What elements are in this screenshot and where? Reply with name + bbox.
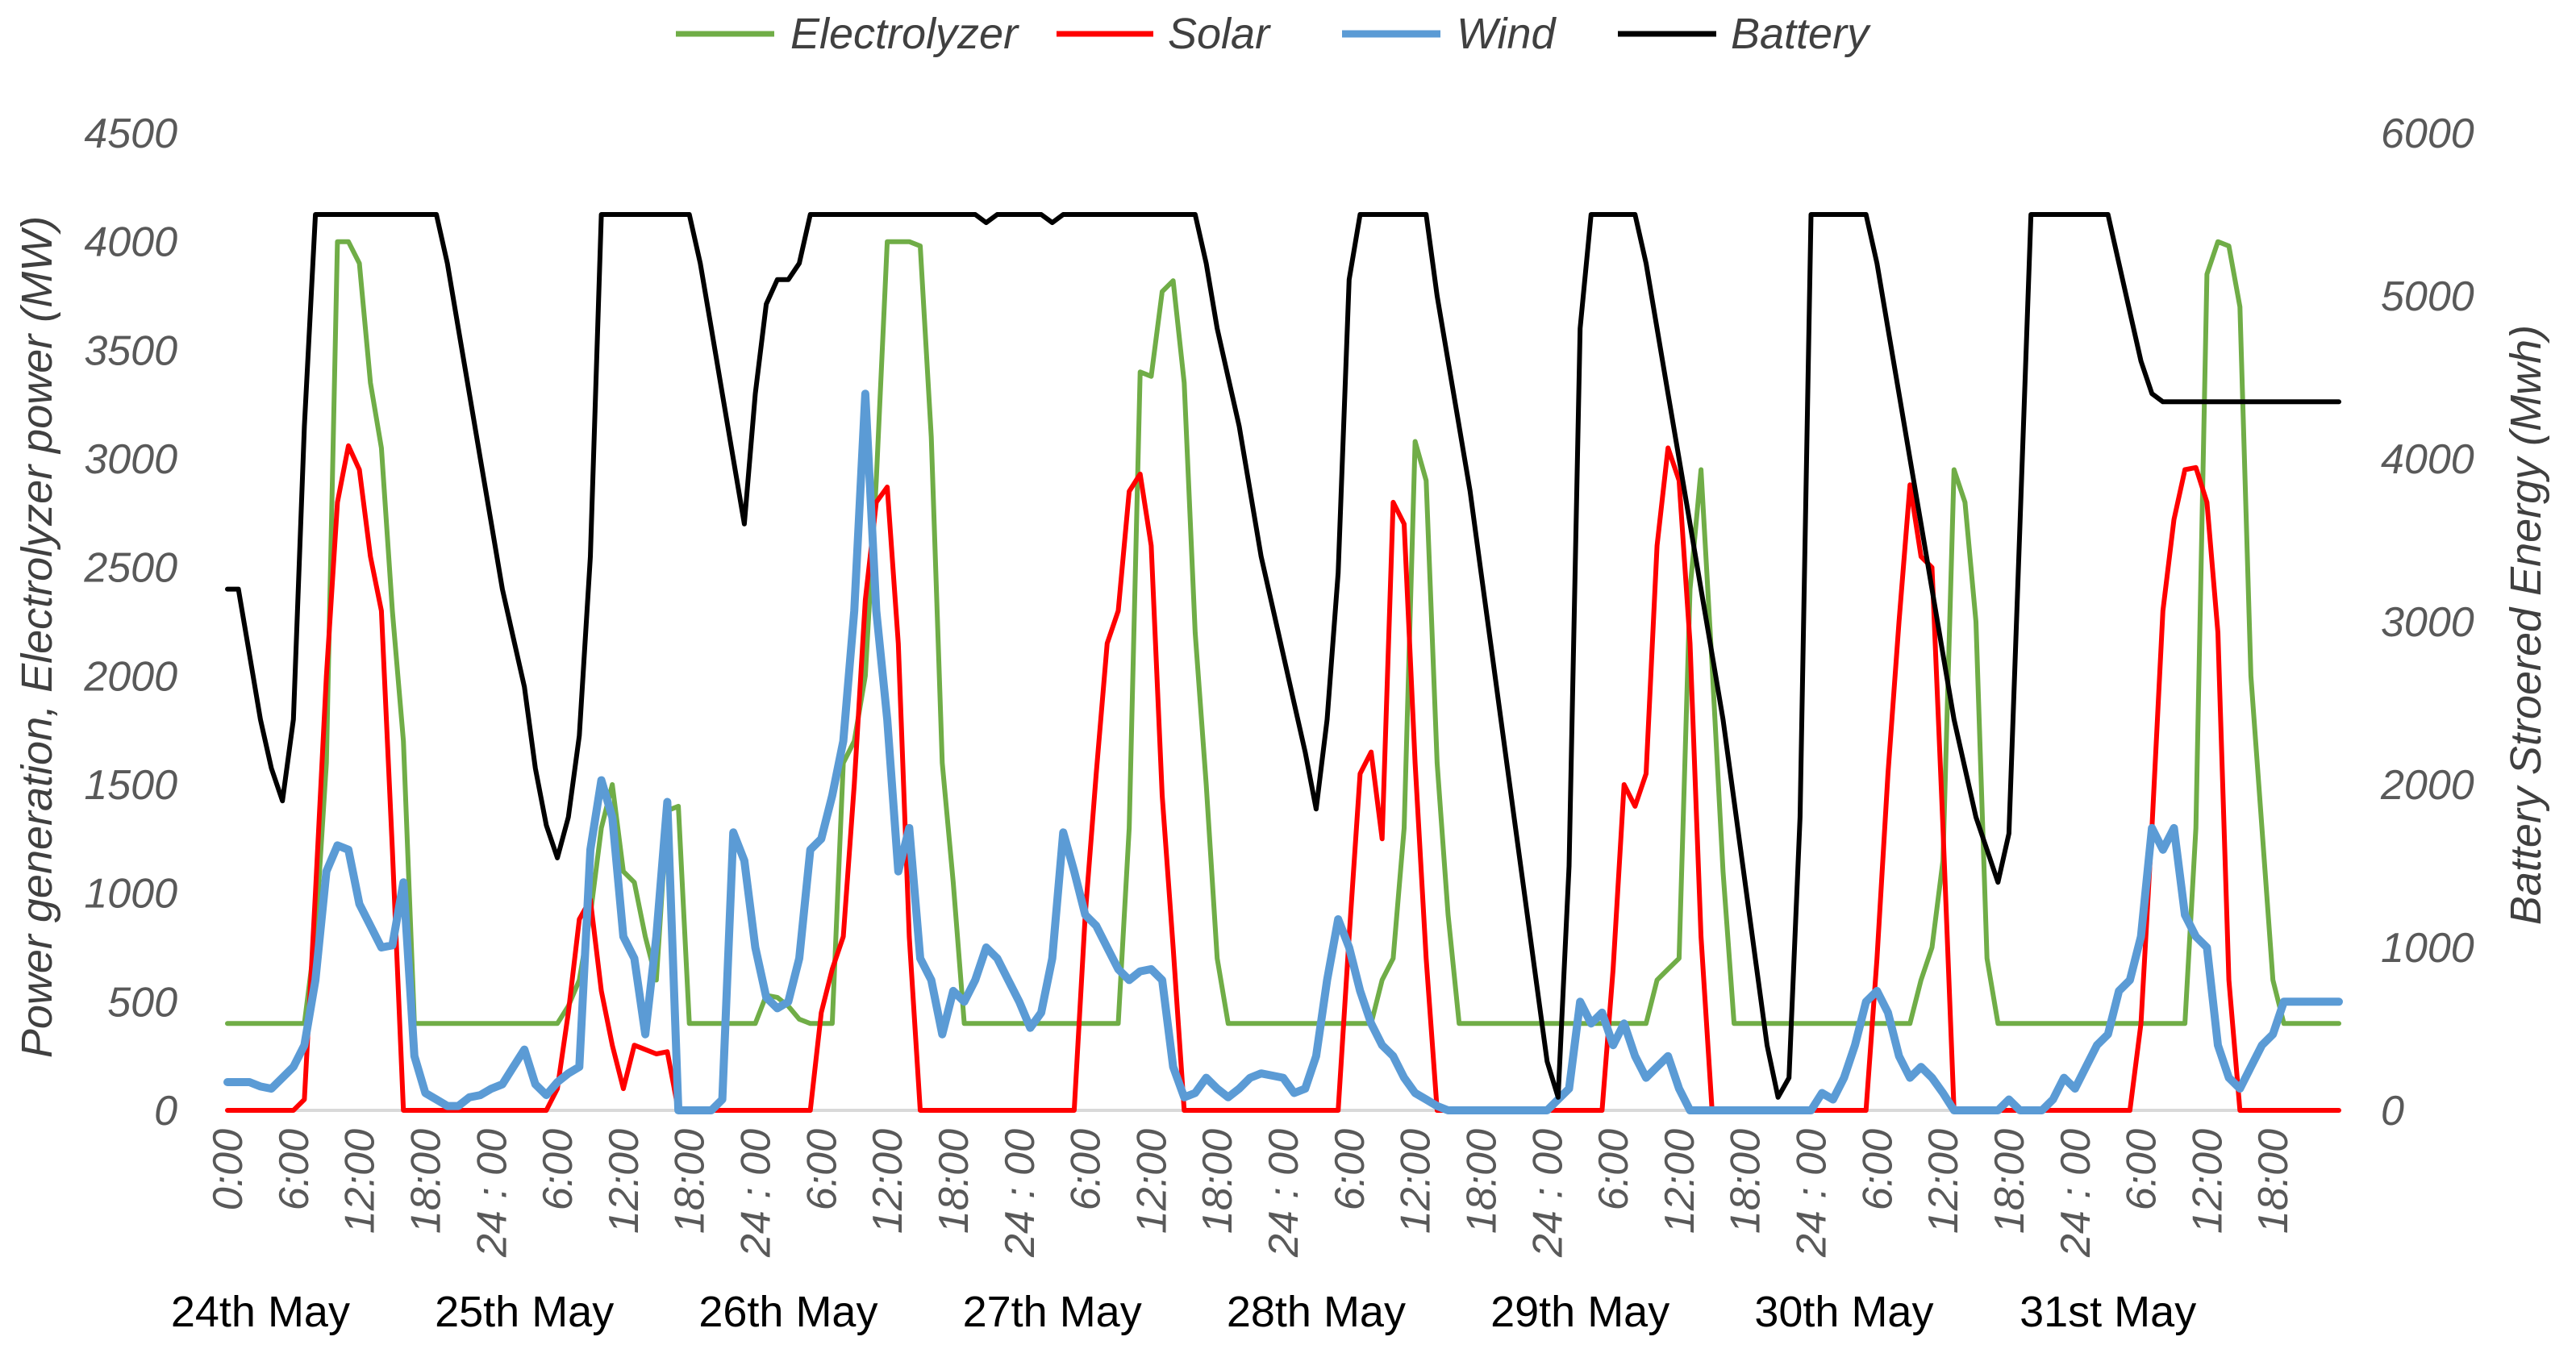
y-left-tick-label: 0 — [154, 1088, 177, 1135]
x-tick-label: 18:00 — [667, 1129, 714, 1234]
x-tick-label: 24 : 00 — [733, 1129, 780, 1258]
day-label: 24th May — [171, 1288, 350, 1336]
x-tick-label: 18:00 — [1986, 1129, 2033, 1234]
x-tick-label: 18:00 — [2250, 1129, 2297, 1234]
y-left-axis-title: Power generation, Electrolyzer power (MW… — [13, 216, 61, 1058]
x-tick-label: 18:00 — [402, 1129, 449, 1234]
y-right-tick-label: 6000 — [2381, 110, 2474, 157]
day-label: 30th May — [1754, 1288, 1933, 1336]
y-left-tick-label: 1000 — [84, 871, 177, 918]
x-tick-label: 18:00 — [1194, 1129, 1241, 1234]
y-right-tick-label: 2000 — [2380, 762, 2474, 809]
y-left-tick-label: 4500 — [84, 110, 177, 157]
legend-label-electrolyzer: Electrolyzer — [790, 10, 1019, 58]
y-right-tick-label: 5000 — [2381, 273, 2474, 320]
x-tick-label: 12:00 — [1657, 1129, 1703, 1234]
x-tick-label: 24 : 00 — [1524, 1129, 1571, 1258]
x-tick-label: 12:00 — [865, 1129, 911, 1234]
x-tick-label: 24 : 00 — [2053, 1129, 2099, 1258]
x-tick-label: 18:00 — [1458, 1129, 1505, 1234]
day-label: 26th May — [698, 1288, 877, 1336]
series-line-solar — [225, 443, 2341, 1113]
series-line-electrolyzer — [225, 239, 2341, 1026]
x-tick-label: 6:00 — [1063, 1129, 1110, 1210]
y-right-tick-label: 0 — [2381, 1088, 2404, 1135]
y-right-tick-label: 3000 — [2381, 599, 2474, 646]
x-tick-label: 24 : 00 — [1789, 1129, 1836, 1258]
y-left-tick-label: 3500 — [84, 327, 177, 374]
x-tick-label: 18:00 — [931, 1129, 977, 1234]
x-tick-label: 24 : 00 — [1261, 1129, 1307, 1258]
x-tick-label: 6:00 — [2119, 1129, 2165, 1210]
x-tick-label: 12:00 — [601, 1129, 648, 1234]
x-ticks: 0:00 6:00 12:00 18:00 24 : 00 6:00 12:00 18:00 2… — [205, 1129, 2297, 1258]
day-label: 27th May — [963, 1288, 1142, 1336]
day-label: 31st May — [2020, 1288, 2196, 1336]
y-right-tick-label: 1000 — [2381, 925, 2474, 972]
x-tick-label: 24 : 00 — [469, 1129, 515, 1258]
y-left-tick-label: 3000 — [84, 436, 177, 483]
y-left-tick-label: 2500 — [83, 545, 177, 592]
x-tick-label: 12:00 — [1128, 1129, 1175, 1234]
x-tick-label: 12:00 — [2184, 1129, 2231, 1234]
legend-label-solar: Solar — [1168, 10, 1271, 58]
y-right-axis-title: Battery Stroered Energy (Mwh) — [2502, 325, 2550, 925]
series-layer — [223, 212, 2343, 1114]
y-left-tick-label: 1500 — [84, 762, 177, 809]
day-label: 28th May — [1227, 1288, 1406, 1336]
x-tick-label: 12:00 — [1920, 1129, 1967, 1234]
y-left-tick-label: 4000 — [84, 219, 177, 266]
y-right-tick-label: 4000 — [2381, 436, 2474, 483]
x-tick-label: 24 : 00 — [997, 1129, 1044, 1258]
y-right-ticks: 0 1000 2000 3000 4000 5000 6000 — [2380, 110, 2474, 1135]
day-label: 25th May — [435, 1288, 614, 1336]
x-tick-label: 18:00 — [1723, 1129, 1769, 1234]
x-tick-label: 6:00 — [271, 1129, 318, 1210]
y-left-tick-label: 500 — [107, 979, 177, 1026]
x-tick-label: 0:00 — [205, 1129, 252, 1210]
y-left-ticks: 0 500 1000 1500 2000 2500 3000 3500 4000 4500 — [83, 110, 177, 1135]
series-line-battery — [225, 212, 2341, 1100]
x-tick-label: 12:00 — [337, 1129, 384, 1234]
day-labels: 24th May 25th May 26th May 27th May 28th May… — [171, 1288, 2196, 1336]
x-tick-label: 6:00 — [535, 1129, 581, 1210]
day-label: 29th May — [1490, 1288, 1669, 1336]
x-tick-label: 6:00 — [798, 1129, 845, 1210]
x-tick-label: 6:00 — [1854, 1129, 1901, 1210]
x-tick-label: 6:00 — [1590, 1129, 1637, 1210]
x-tick-label: 6:00 — [1327, 1129, 1373, 1210]
x-tick-label: 12:00 — [1393, 1129, 1440, 1234]
y-left-tick-label: 2000 — [83, 653, 177, 700]
legend-label-battery: Battery — [1731, 10, 1871, 58]
legend-label-wind: Wind — [1457, 10, 1557, 58]
series-line-wind — [223, 389, 2343, 1114]
legend: Electrolyzer Solar Wind Battery — [676, 10, 1871, 58]
